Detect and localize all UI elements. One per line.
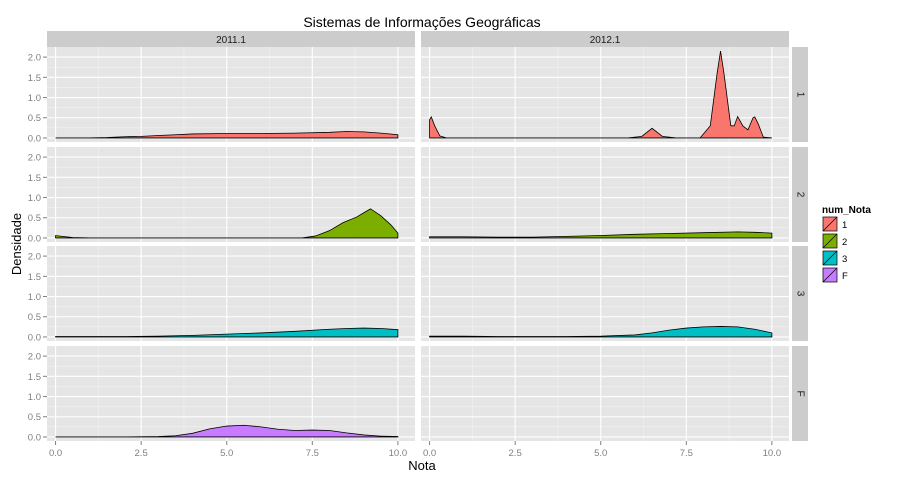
density-area-2012.1-3: [429, 326, 773, 338]
panel-background: [421, 346, 789, 441]
facet-strip-col: [47, 31, 415, 47]
y-tick-label: 0.0: [28, 432, 41, 443]
x-tick-label: 10.0: [763, 448, 782, 459]
density-area-2011.1-2: [55, 208, 399, 239]
facet-strip-col-label: 2012.1: [590, 35, 621, 46]
density-area-2011.1-1: [55, 131, 399, 139]
x-tick-label: 10.0: [389, 448, 408, 459]
legend-label: F: [842, 271, 848, 282]
facet-strip-row-label: 2: [794, 192, 805, 198]
x-tick-label: 7.5: [306, 448, 319, 459]
y-tick-label: 1.5: [28, 372, 41, 383]
y-tick-label: 0.0: [28, 233, 41, 244]
facet-strip-row: [792, 147, 808, 242]
y-tick-label: 0.0: [28, 133, 41, 144]
facet-strip-col: [421, 31, 789, 47]
legend-swatch-slash: [822, 233, 838, 249]
y-tick-label: 1.0: [28, 392, 41, 403]
y-axis-label: Densidade: [9, 213, 24, 275]
panel-background: [421, 246, 789, 341]
panel-background: [421, 147, 789, 242]
legend: num_Nota 1 2 3 F: [821, 205, 871, 284]
x-tick-label: 0.0: [49, 448, 62, 459]
y-tick-label: 0.5: [28, 113, 41, 124]
panel-background: [47, 346, 415, 441]
facet-panel: [47, 47, 415, 142]
facet-panel: [421, 246, 789, 341]
y-tick-label: 1.0: [28, 193, 41, 204]
facet-panel: [421, 346, 789, 441]
legend-title: num_Nota: [822, 205, 871, 216]
y-tick-label: 0.5: [28, 213, 41, 224]
facet-strip-row-label: F: [794, 390, 805, 396]
y-tick-label: 2.0: [28, 53, 41, 64]
y-tick-label: 1.0: [28, 93, 41, 104]
x-tick-label: 2.5: [135, 448, 148, 459]
panel-background: [47, 47, 415, 142]
y-tick-label: 1.5: [28, 173, 41, 184]
facet-strip-row: [792, 47, 808, 142]
facet-panel: [47, 246, 415, 341]
density-area-2012.1-2: [429, 231, 773, 239]
legend-label: 3: [842, 254, 847, 265]
density-area-2011.1-3: [55, 327, 399, 338]
legend-swatch-slash: [822, 216, 838, 232]
y-tick-label: 0.5: [28, 312, 41, 323]
legend-label: 1: [842, 220, 847, 231]
facet-strip-row-label: 3: [794, 291, 805, 297]
facet-strip-row-label: 1: [794, 92, 805, 98]
legend-keys: 1 2 3 F: [821, 215, 848, 284]
y-tick-label: 1.5: [28, 272, 41, 283]
x-tick-label: 2.5: [509, 448, 522, 459]
density-area-2011.1-F: [55, 424, 399, 438]
chart-title: Sistemas de Informações Geográficas: [303, 14, 540, 30]
x-tick-label: 0.0: [423, 448, 436, 459]
y-tick-label: 2.0: [28, 252, 41, 263]
legend-swatch-slash: [822, 250, 838, 266]
density-area-2012.1-1: [429, 50, 772, 139]
x-tick-label: 5.0: [220, 448, 233, 459]
panel-background: [47, 246, 415, 341]
facet-panel: [421, 147, 789, 242]
facet-strip-row: [792, 246, 808, 341]
x-axis-label: Nota: [408, 458, 436, 473]
y-tick-label: 1.0: [28, 292, 41, 303]
y-tick-label: 2.0: [28, 153, 41, 164]
facet-strip-row: [792, 346, 808, 441]
y-tick-label: 0.5: [28, 412, 41, 423]
y-tick-label: 1.5: [28, 73, 41, 84]
facet-strip-col-label: 2011.1: [216, 35, 246, 46]
legend-label: 2: [842, 237, 847, 248]
y-tick-label: 0.0: [28, 332, 41, 343]
x-tick-label: 7.5: [680, 448, 693, 459]
legend-swatch-slash: [822, 267, 838, 283]
x-tick-label: 5.0: [594, 448, 607, 459]
y-tick-label: 2.0: [28, 352, 41, 363]
facet-panels: 2011.1 2012.1 1 2 3 F 0.0 0.5 1.0 1.5 2.0 0.0 0.5 1.0…: [28, 31, 808, 459]
